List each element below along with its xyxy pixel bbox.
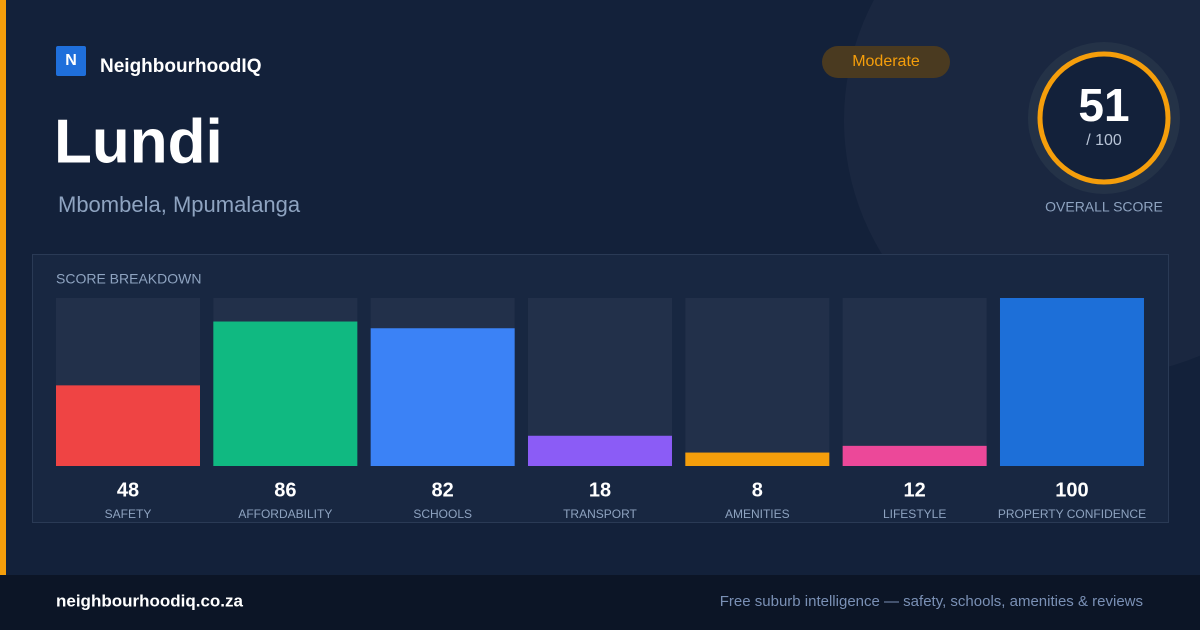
value-label: 8 — [752, 479, 763, 501]
value-label: 86 — [274, 479, 296, 501]
bar-track — [685, 298, 830, 466]
accent-stripe — [0, 0, 6, 575]
value-label: 100 — [1055, 479, 1088, 501]
category-label: PROPERTY CONFIDENCE — [998, 507, 1146, 521]
bar — [56, 385, 200, 466]
bar — [842, 445, 987, 466]
breakdown-title: SCORE BREAKDOWN — [56, 271, 201, 287]
bar — [999, 298, 1144, 466]
bar — [370, 328, 515, 466]
score-label: OVERALL SCORE — [1045, 199, 1163, 215]
bar — [527, 435, 672, 466]
value-label: 12 — [904, 479, 926, 501]
category-label: SCHOOLS — [413, 507, 472, 521]
score-ring — [1037, 51, 1171, 185]
location: Mbombela, Mpumalanga — [58, 192, 301, 217]
bar — [685, 452, 830, 466]
bar-chart: 48 SAFETY 86 AFFORDABILITY 82 SCHOOLS 18 TRANSP… — [56, 298, 1146, 521]
footer-tagline: Free suburb intelligence — safety, schoo… — [720, 593, 1143, 610]
badge — [822, 46, 950, 78]
logo — [56, 46, 86, 76]
category-label: TRANSPORT — [563, 507, 637, 521]
badge-text: Moderate — [852, 53, 920, 70]
category-label: AFFORDABILITY — [238, 507, 332, 521]
brand-name: NeighbourhoodIQ — [100, 56, 261, 77]
bar — [213, 321, 358, 466]
footer — [0, 575, 1200, 630]
category-label: LIFESTYLE — [883, 507, 946, 521]
value-label: 18 — [589, 479, 611, 501]
bar-track — [842, 298, 987, 466]
overall-score: 51 — [1078, 79, 1129, 131]
category-label: SAFETY — [105, 507, 152, 521]
suburb-title: Lundi — [54, 107, 223, 176]
logo-letter: N — [65, 52, 77, 69]
footer-site: neighbourhoodiq.co.za — [56, 591, 244, 610]
category-label: AMENITIES — [725, 507, 790, 521]
value-label: 82 — [432, 479, 454, 501]
value-label: 48 — [117, 479, 139, 501]
score-max: / 100 — [1086, 132, 1122, 149]
